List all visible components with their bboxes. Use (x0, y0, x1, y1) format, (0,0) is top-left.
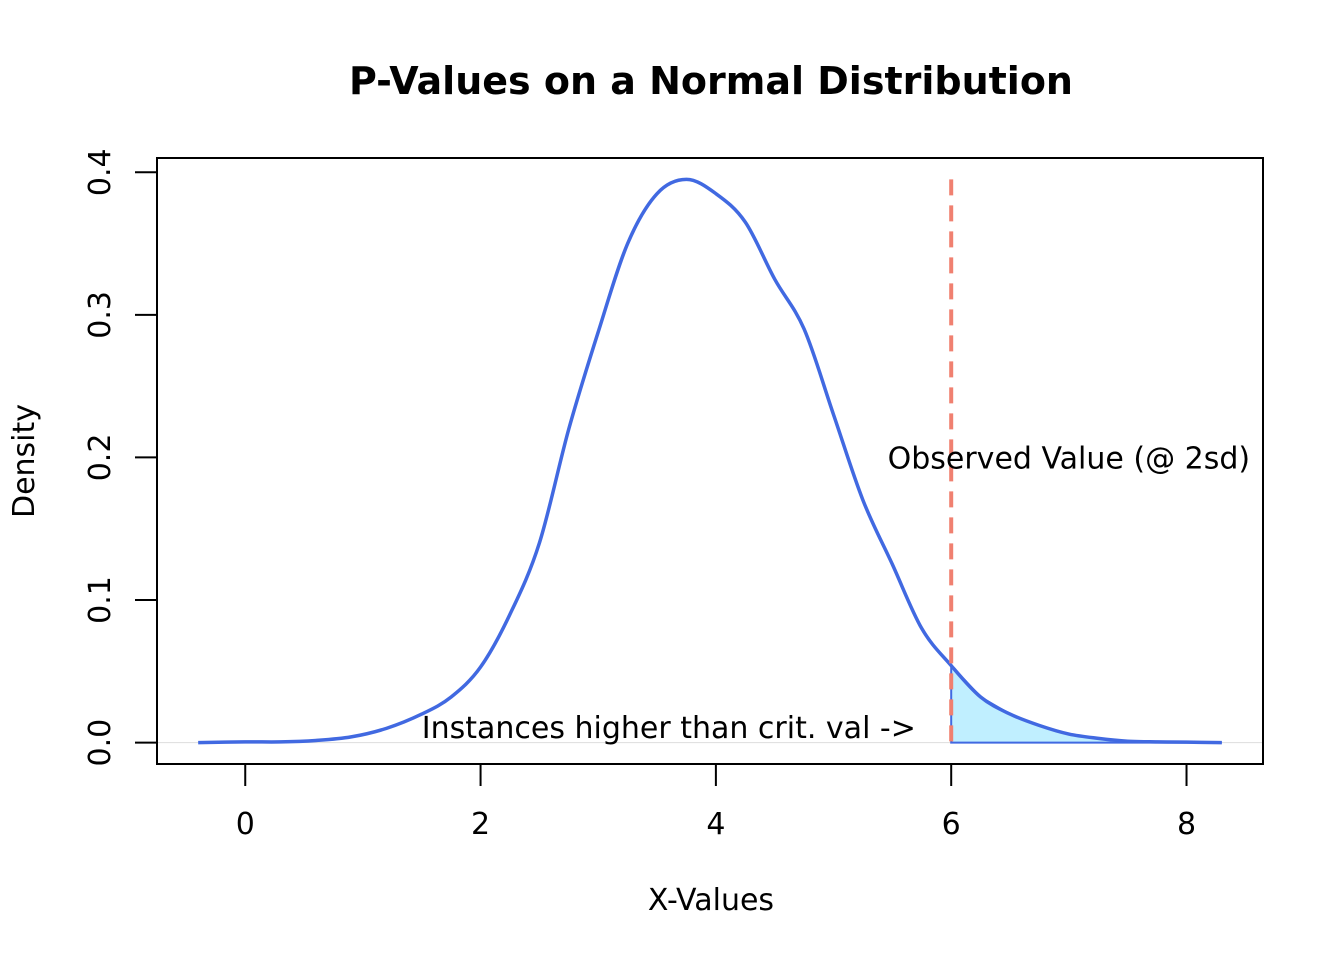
y-tick-label: 0.4 (83, 148, 118, 196)
annotation-text: Observed Value (@ 2sd) (888, 441, 1251, 476)
y-axis-label: Density (7, 404, 42, 518)
x-tick-label: 6 (942, 807, 961, 842)
annotation-text: Instances higher than crit. val -> (422, 711, 916, 746)
plot-area (157, 177, 1263, 745)
x-tick-label: 0 (236, 807, 255, 842)
y-tick-label: 0.2 (83, 434, 118, 482)
chart-title: P-Values on a Normal Distribution (349, 59, 1073, 103)
y-tick-label: 0.1 (83, 576, 118, 624)
x-tick-label: 4 (706, 807, 725, 842)
x-tick-label: 8 (1177, 807, 1196, 842)
y-tick-label: 0.3 (83, 291, 118, 339)
x-axis: 0 2 4 6 8 (236, 763, 1196, 842)
annotations: Observed Value (@ 2sd) Instances higher t… (422, 441, 1250, 745)
density-curve (198, 177, 1222, 745)
x-tick-label: 2 (471, 807, 490, 842)
x-axis-label: X-Values (648, 883, 774, 918)
y-axis: 0.0 0.1 0.2 0.3 0.4 (83, 148, 158, 767)
y-tick-label: 0.0 (83, 719, 118, 767)
